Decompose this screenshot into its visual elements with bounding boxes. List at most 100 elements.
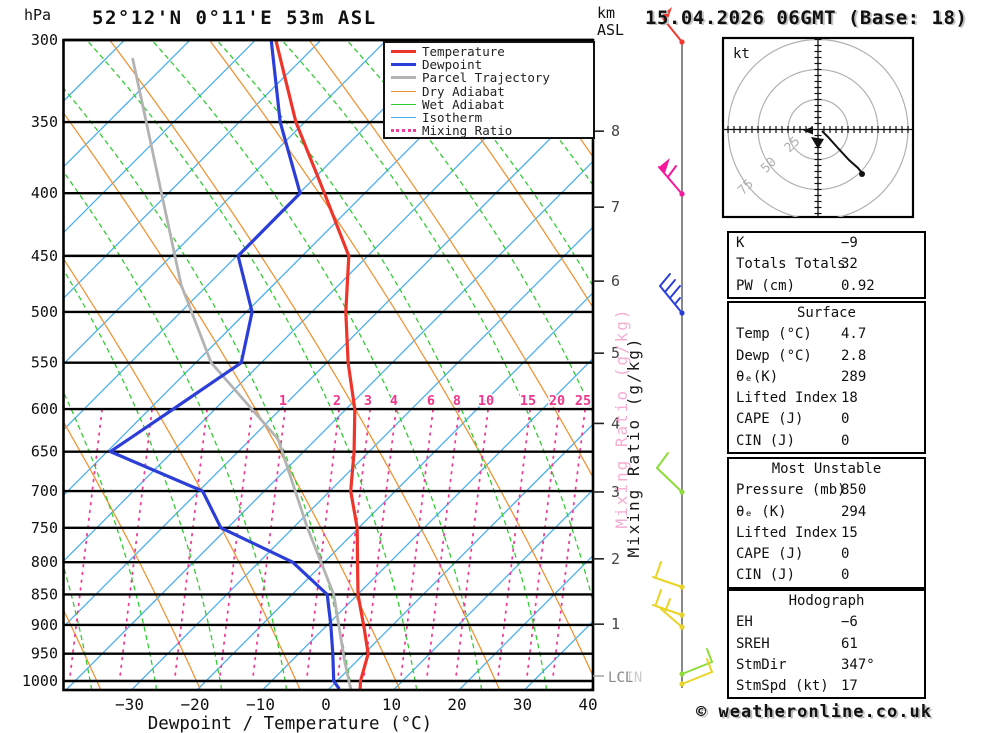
svg-text:8: 8 <box>453 393 461 409</box>
legend-item: Isotherm <box>389 111 593 124</box>
svg-text:8: 8 <box>611 122 620 140</box>
legend-label: Isotherm <box>422 110 483 126</box>
svg-text:0: 0 <box>321 695 331 714</box>
storm-motion-arrow-down <box>811 137 824 149</box>
row-value: 18 <box>841 390 858 407</box>
row-label: SREH <box>736 635 770 652</box>
svg-text:4: 4 <box>390 393 398 409</box>
storm-motion-arrow-left <box>803 126 813 135</box>
svg-text:−30: −30 <box>115 695 144 714</box>
wind-barb <box>659 273 685 316</box>
mixing-ratio-labels: 1 2 3 4 6 8 10 15 20 25 <box>277 392 592 411</box>
row-label: Lifted Index <box>736 390 838 407</box>
table-row: K −9 <box>729 233 924 254</box>
wind-barb <box>660 7 685 45</box>
row-value: 15 <box>841 524 858 541</box>
svg-text:6: 6 <box>427 393 435 409</box>
wind-barb <box>652 589 685 618</box>
wind-barb <box>679 658 713 687</box>
svg-text:650: 650 <box>31 443 58 461</box>
hodograph-trace <box>821 130 863 174</box>
svg-text:2: 2 <box>333 393 341 409</box>
temperature-axis: −30 −20 −10 0 10 20 30 40 Dewpoint / Temperature… <box>115 695 598 733</box>
legend-label: Dewpoint <box>422 57 483 73</box>
table-row: Pressure (mb) 850 <box>729 480 924 501</box>
wind-barb <box>660 598 685 630</box>
svg-text:3: 3 <box>364 393 372 409</box>
row-value: 347° <box>841 656 875 673</box>
svg-text:600: 600 <box>31 400 58 418</box>
svg-text:20: 20 <box>549 393 565 409</box>
row-value: 0 <box>841 567 850 584</box>
legend-label: Dry Adiabat <box>422 83 505 99</box>
svg-text:1000: 1000 <box>22 672 58 690</box>
svg-text:5: 5 <box>611 344 620 362</box>
row-label: θₑ(K) <box>736 368 779 385</box>
table-row: CIN (J) 0 <box>729 431 924 452</box>
table-row: Totals Totals 32 <box>729 254 924 275</box>
legend-isotherm-swatch <box>391 117 416 119</box>
legend-parcel-trajectory-swatch <box>391 76 416 80</box>
svg-text:1: 1 <box>279 393 287 409</box>
svg-text:550: 550 <box>31 354 58 372</box>
row-value: 289 <box>841 368 867 385</box>
svg-text:400: 400 <box>31 184 58 202</box>
row-value: 61 <box>841 635 858 652</box>
wind-barb <box>656 452 685 495</box>
parcel-trajectory-curve <box>131 57 352 690</box>
wind-barb <box>658 158 685 197</box>
table-row: θₑ (K) 294 <box>729 502 924 523</box>
legend-item: Wet Adiabat <box>389 98 593 111</box>
wind-barb-column <box>652 7 713 688</box>
svg-text:900: 900 <box>31 616 58 634</box>
row-value: −9 <box>841 235 858 251</box>
station-title: 52°12'N 0°11'E 53m ASL <box>92 7 377 29</box>
svg-text:4: 4 <box>611 414 620 432</box>
legend-label: Parcel Trajectory <box>422 70 550 86</box>
temperature-curve <box>274 40 370 690</box>
plot-frame <box>62 38 595 692</box>
svg-text:7: 7 <box>611 198 620 216</box>
legend-label: Temperature <box>422 44 505 60</box>
svg-text:500: 500 <box>31 303 58 321</box>
surface-table: Surface Temp (°C) 4.7 Dewp (°C) 2.8 θₑ(K) 289 L… <box>727 301 926 455</box>
legend: Temperature Dewpoint Parcel Trajectory Dry … <box>383 41 595 139</box>
legend-item: Parcel Trajectory <box>389 71 593 84</box>
svg-text:350: 350 <box>31 113 58 131</box>
row-value: 0 <box>841 432 850 449</box>
row-value: −6 <box>841 614 858 631</box>
altitude-unit-label: km ASL <box>597 4 625 39</box>
row-label: Lifted Index <box>736 524 838 541</box>
svg-text:450: 450 <box>31 247 58 265</box>
row-value: 32 <box>841 256 858 273</box>
mixing-ratio-lines <box>68 410 586 681</box>
row-value: 17 <box>841 678 858 695</box>
mixing-ratio-axis-label: Mixing Ratio (g/kg)Mixing Ratio (g/kg) <box>612 307 643 557</box>
legend-item: Dry Adiabat <box>389 85 593 98</box>
svg-text:20: 20 <box>447 695 466 714</box>
row-label: PW (cm) <box>736 277 796 294</box>
svg-text:2: 2 <box>611 550 620 568</box>
svg-text:Mixing Ratio (g/kg): Mixing Ratio (g/kg) <box>624 336 643 557</box>
hodograph-table: Hodograph EH −6 SREH 61 StmDir 347° StmSpd (kt)… <box>727 589 926 700</box>
row-label: EH <box>736 614 753 631</box>
svg-text:Dewpoint / Temperature (°C): Dewpoint / Temperature (°C) <box>148 714 432 733</box>
row-value: 850 <box>841 482 867 499</box>
table-row: Dewp (°C) 2.8 <box>729 346 924 367</box>
table-row: PW (cm) 0.92 <box>729 276 924 297</box>
legend-wet-adiabat-swatch <box>391 103 416 105</box>
table-row: CAPE (J) 0 <box>729 409 924 430</box>
svg-text:30: 30 <box>513 695 532 714</box>
legend-mixing-ratio-swatch <box>391 129 416 133</box>
svg-text:850: 850 <box>31 585 58 603</box>
row-label: StmSpd (kt) <box>736 678 829 695</box>
row-value: 4.7 <box>841 326 867 343</box>
lcl-marker-label: LCL <box>608 670 633 686</box>
svg-text:750: 750 <box>31 519 58 537</box>
svg-text:15: 15 <box>520 393 536 409</box>
row-label: θₑ (K) <box>736 503 787 520</box>
legend-item: Temperature <box>389 45 593 58</box>
svg-text:950: 950 <box>31 645 58 663</box>
